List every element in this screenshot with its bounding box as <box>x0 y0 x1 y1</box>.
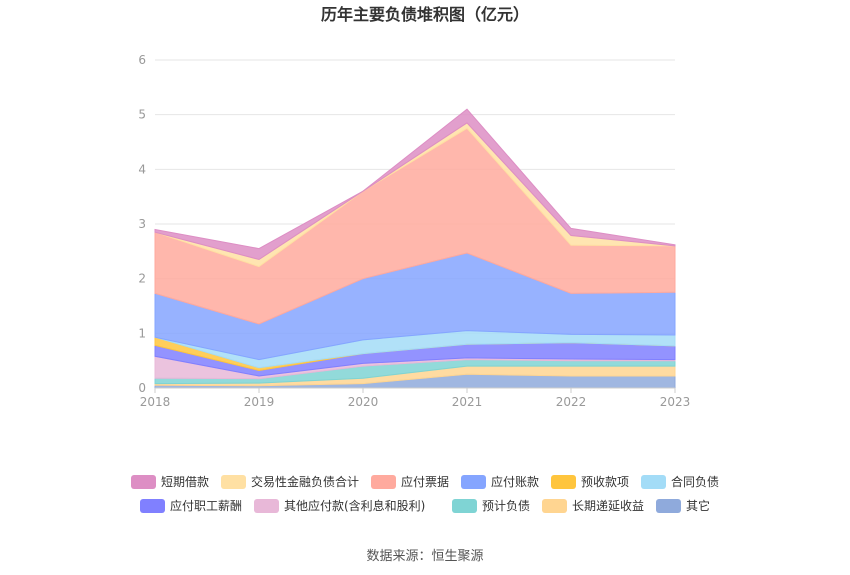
y-tick-label: 4 <box>138 162 146 176</box>
legend-label: 交易性金融负债合计 <box>251 474 359 489</box>
legend-swatch <box>656 499 681 513</box>
legend-item[interactable]: 应付票据 <box>371 474 449 489</box>
legend-item[interactable]: 应付职工薪酬 <box>140 498 242 513</box>
legend-swatch <box>254 499 279 513</box>
legend-swatch <box>221 475 246 489</box>
x-tick-label: 2021 <box>452 395 483 409</box>
x-tick-label: 2018 <box>140 395 171 409</box>
x-tick-label: 2023 <box>660 395 691 409</box>
axes: 0 1 2 3 4 5 6 2018 2019 2020 2021 2022 2023 <box>138 53 690 409</box>
y-tick-label: 0 <box>138 381 146 395</box>
legend-item[interactable]: 合同负债 <box>641 474 719 489</box>
y-tick-label: 1 <box>138 326 146 340</box>
legend-swatch <box>371 475 396 489</box>
y-tick-label: 2 <box>138 272 146 286</box>
legend-swatch <box>452 499 477 513</box>
data-source: 数据来源：恒生聚源 <box>366 549 483 564</box>
legend-label: 合同负债 <box>671 474 719 489</box>
legend-swatch <box>131 475 156 489</box>
legend-item[interactable]: 交易性金融负债合计 <box>221 474 359 489</box>
x-tick-label: 2022 <box>556 395 587 409</box>
x-tick-label: 2019 <box>244 395 275 409</box>
legend-label: 应付职工薪酬 <box>170 498 242 513</box>
legend-item[interactable]: 长期递延收益 <box>542 499 644 513</box>
legend-swatch <box>641 475 666 489</box>
legend-item[interactable]: 其它 <box>656 498 710 513</box>
legend-label: 其它 <box>686 498 710 513</box>
y-tick-label: 3 <box>138 217 146 231</box>
legend-label: 应付账款 <box>491 474 539 489</box>
legend-label: 应付票据 <box>401 474 449 489</box>
legend-label: 预收款项 <box>581 475 629 489</box>
legend-swatch <box>542 499 567 513</box>
legend-swatch <box>140 499 165 513</box>
legend-item[interactable]: 短期借款 <box>131 475 209 489</box>
legend-item[interactable]: 其他应付款(含利息和股利) <box>254 498 425 513</box>
x-tick-label: 2020 <box>348 395 379 409</box>
y-tick-label: 5 <box>138 108 146 122</box>
legend-label: 其他应付款(含利息和股利) <box>284 498 425 513</box>
legend-item[interactable]: 预计负债 <box>452 499 530 513</box>
legend-label: 预计负债 <box>482 499 530 513</box>
legend-label: 短期借款 <box>161 475 209 489</box>
area-短期借款 <box>154 108 676 261</box>
legend-swatch <box>461 475 486 489</box>
chart-title: 历年主要负债堆积图（亿元） <box>321 5 529 24</box>
legend-item[interactable]: 预收款项 <box>551 475 629 489</box>
legend-label: 长期递延收益 <box>572 499 644 513</box>
y-tick-label: 6 <box>138 53 146 67</box>
area-series <box>154 108 676 389</box>
legend-item[interactable]: 应付账款 <box>461 474 539 489</box>
legend-swatch <box>551 475 576 489</box>
